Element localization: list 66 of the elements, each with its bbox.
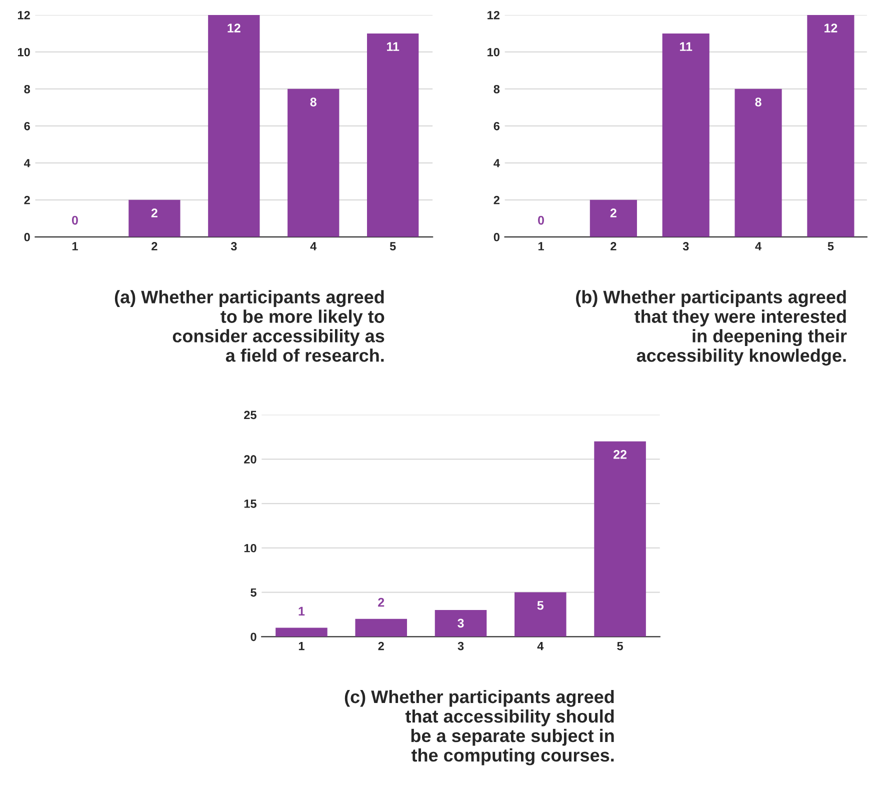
x-tick-label: 5 — [617, 642, 623, 650]
y-tick-label: 25 — [244, 410, 256, 420]
bar — [288, 88, 340, 237]
y-tick-label: 12 — [18, 10, 30, 20]
y-tick-label: 4 — [494, 159, 500, 168]
data-label: 3 — [458, 618, 464, 628]
data-label: 11 — [387, 42, 400, 51]
x-tick-label: 4 — [755, 242, 762, 250]
bar — [276, 628, 328, 637]
data-label: 8 — [755, 98, 762, 106]
bar — [434, 610, 487, 637]
bar — [208, 14, 260, 237]
x-tick-label: 3 — [682, 242, 689, 250]
y-tick-label: 8 — [494, 84, 500, 94]
data-label: 0 — [72, 216, 78, 225]
bar — [662, 33, 710, 237]
x-tick-label: 3 — [458, 642, 464, 650]
y-tick-label: 10 — [244, 544, 256, 552]
y-tick-label: 0 — [24, 232, 30, 242]
bar — [367, 33, 419, 237]
x-tick-label: 5 — [390, 242, 396, 250]
data-label: 11 — [680, 42, 692, 51]
y-tick-label: 10 — [18, 48, 30, 56]
x-tick-label: 2 — [610, 242, 616, 250]
data-label: 12 — [228, 24, 240, 32]
text: (c) Whether participants agreed that accessibility should be a separate subject in the computing courses. — [344, 690, 614, 766]
y-tick-label: 2 — [24, 196, 30, 204]
y-tick-label: 15 — [244, 500, 256, 508]
y-tick-label: 6 — [24, 122, 30, 130]
bar — [734, 88, 782, 237]
x-tick-label: 4 — [537, 642, 544, 650]
bar — [594, 441, 646, 637]
x-tick-label: 1 — [298, 642, 304, 650]
bar — [355, 618, 408, 637]
bar — [590, 200, 637, 237]
bar — [514, 592, 566, 637]
y-tick-label: 10 — [488, 48, 500, 56]
bar — [807, 14, 854, 237]
data-label: 8 — [310, 98, 316, 106]
data-label: 2 — [378, 598, 384, 607]
text: (b) Whether participants agreed that they were interested in deepening their accessibility knowledge. — [576, 290, 847, 366]
x-tick-label: 4 — [310, 242, 317, 250]
x-tick-label: 2 — [378, 642, 384, 650]
y-tick-label: 8 — [24, 84, 30, 94]
y-tick-label: 12 — [488, 10, 500, 20]
x-tick-label: 1 — [538, 242, 544, 250]
y-tick-label: 0 — [250, 632, 256, 642]
data-label: 22 — [614, 450, 626, 459]
x-tick-label: 5 — [828, 242, 834, 250]
x-tick-label: 3 — [230, 242, 237, 250]
data-label: 0 — [538, 216, 544, 225]
y-tick-label: 20 — [244, 455, 256, 464]
x-tick-label: 1 — [72, 242, 78, 250]
y-tick-label: 5 — [250, 588, 256, 597]
y-tick-label: 2 — [494, 196, 500, 204]
data-label: 1 — [298, 606, 305, 616]
data-label: 12 — [824, 24, 838, 32]
data-label: 5 — [537, 601, 544, 610]
y-tick-label: 0 — [494, 232, 500, 242]
x-tick-label: 2 — [152, 242, 158, 250]
text: (a) Whether participants agreed to be more likely to consider accessibility as a field of research. — [114, 290, 384, 362]
data-label: 2 — [151, 208, 158, 218]
y-tick-label: 6 — [494, 122, 500, 130]
data-label: 2 — [610, 208, 616, 218]
bar — [128, 200, 180, 237]
y-tick-label: 4 — [24, 159, 30, 168]
